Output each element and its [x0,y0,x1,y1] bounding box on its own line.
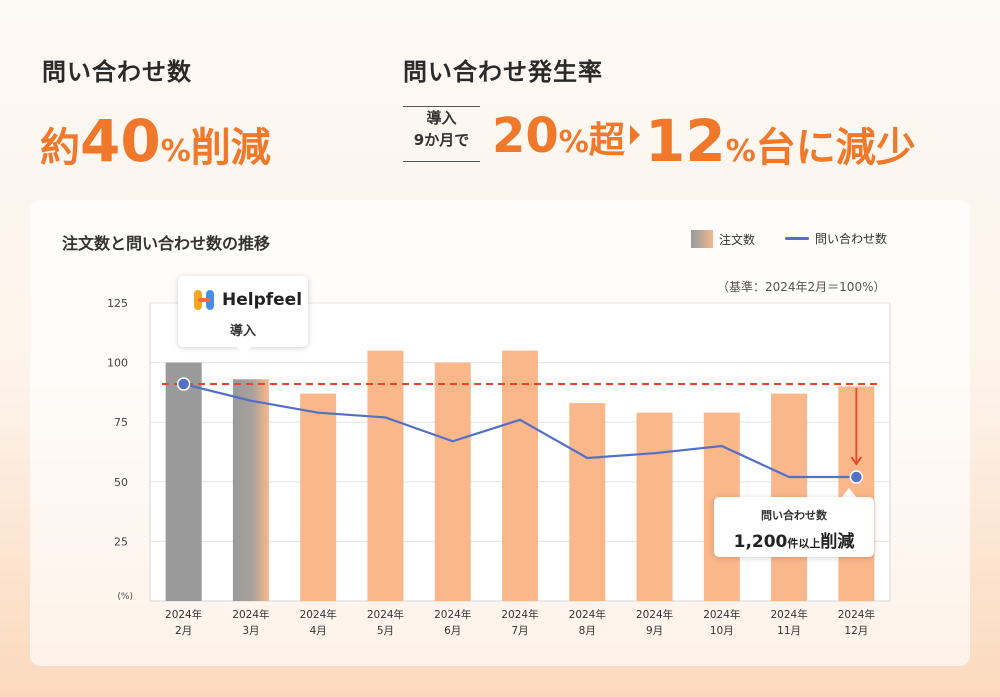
kpi-rate-to-unit: % [725,134,756,169]
x-tick-month: 6月 [444,625,461,637]
legend-bar-label: 注文数 [719,232,756,247]
reduction-verb: 削減 [820,532,855,552]
arrow-right-icon [630,125,640,145]
line-point [176,377,191,391]
x-tick-year: 2024年 [367,608,404,621]
x-tick-month: 3月 [242,625,259,637]
x-tick-month: 10月 [710,625,734,637]
y-tick-label: 50 [114,476,128,489]
period-line2: 9か月で [413,131,470,149]
y-tick-label: 125 [107,297,128,310]
x-tick-year: 2024年 [636,608,673,621]
bar [569,403,606,601]
y-tick-label: 75 [114,416,128,429]
x-tick-year: 2024年 [703,608,740,621]
reduction-arrowhead-icon [850,456,863,466]
x-tick-month: 8月 [579,625,596,637]
x-tick-month: 4月 [310,625,327,637]
kpi-rate-from: 20%超 [492,112,625,160]
kpi-inquiries-number: 40 [80,107,161,175]
legend-line-label: 問い合わせ数 [815,232,888,246]
kpi-rate-from-number: 20 [492,108,559,164]
helpfeel-logo-icon [194,290,214,310]
kpi-rate-from-unit: % [558,125,589,160]
legend-bar-swatch [691,230,713,248]
kpi-inquiries-unit: % [160,134,191,169]
y-tick-label: 100 [107,357,128,370]
bar [232,379,269,601]
helpfeel-intro-label: 導入 [229,324,256,339]
kpi-rate-to-suffix: 台に減少 [755,125,916,171]
y-tick-label: 25 [114,535,128,548]
x-tick-month: 11月 [777,625,801,637]
x-tick-year: 2024年 [569,608,606,621]
legend-line-swatch [785,237,809,240]
x-tick-month: 12月 [844,625,868,637]
line-point [849,470,864,484]
x-tick-year: 2024年 [501,608,538,621]
bar [367,350,404,601]
kpi-rate-to: 12%台に減少 [645,112,916,170]
reduction-amount: 1,200 [733,532,788,552]
inquiry-line [183,382,857,479]
reduction-callout: 問い合わせ数 1,200件以上削減 [714,497,874,557]
x-tick-month: 7月 [511,625,528,637]
chart-title: 注文数と問い合わせ数の推移 [62,234,271,253]
reduction-unit: 件以上 [787,537,821,550]
bar [636,412,673,601]
x-tick-month: 5月 [377,625,394,637]
legend-orders: 注文数 [691,230,755,248]
kpi-rate-label: 問い合わせ発生率 [403,58,603,86]
callout-pointer [236,346,252,356]
y-unit-label: (%) [117,592,133,602]
x-tick-year: 2024年 [838,608,875,621]
x-tick-year: 2024年 [232,608,269,621]
kpi-inquiries-value: 約40%削減 [40,112,271,170]
x-tick-year: 2024年 [300,608,337,621]
reduction-value: 1,200件以上削減 [714,527,874,552]
period-box: 導入 9か月で [403,106,480,162]
helpfeel-brand-name: Helpfeel [222,290,303,310]
x-tick-month: 2月 [175,625,192,637]
x-tick-month: 9月 [646,625,663,637]
kpi-inquiries-label: 問い合わせ数 [42,58,192,86]
basis-note: （基準：2024年2月＝100%） [717,280,886,294]
kpi-rate-to-number: 12 [645,107,726,175]
kpi-inquiries-prefix: 約 [40,125,80,171]
x-tick-year: 2024年 [165,608,202,621]
legend-inquiries: 問い合わせ数 [785,230,887,247]
bar [165,362,202,601]
bar [300,393,337,601]
reduction-title: 問い合わせ数 [761,509,827,522]
reduction-pointer [841,488,857,498]
kpi-rate-from-suffix: 超 [588,120,625,161]
kpi-inquiries-suffix: 削減 [190,125,271,171]
bar [502,350,538,601]
bar [434,362,471,601]
x-tick-year: 2024年 [770,608,807,621]
helpfeel-callout: Helpfeel 導入 [178,276,308,347]
x-tick-year: 2024年 [434,608,471,621]
period-line1: 導入 [426,109,457,127]
helpfeel-logo: Helpfeel [192,288,302,312]
